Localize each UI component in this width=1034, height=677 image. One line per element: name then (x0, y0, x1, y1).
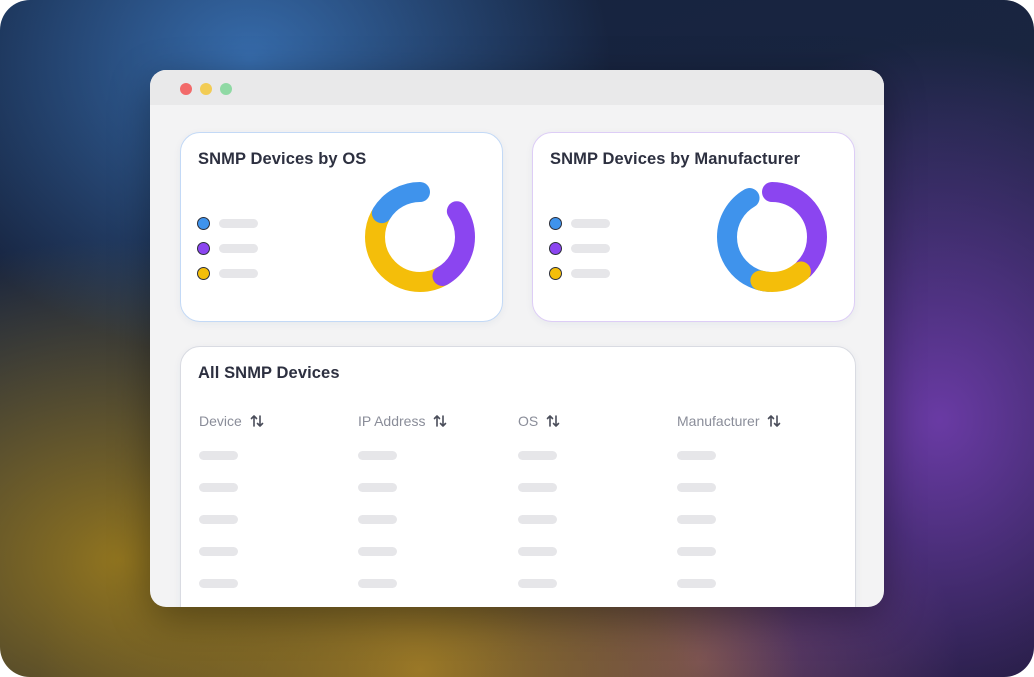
table-cell-placeholder (677, 515, 716, 524)
column-header-manufacturer[interactable]: Manufacturer (677, 413, 781, 429)
table-cell-placeholder (358, 451, 397, 460)
devices-table-card: All SNMP Devices Device IP Address OS Ma… (180, 346, 856, 607)
minimize-window-button[interactable] (200, 83, 212, 95)
legend-label-placeholder (219, 219, 258, 228)
maximize-window-button[interactable] (220, 83, 232, 95)
table-cell-placeholder (199, 483, 238, 492)
table-cell-placeholder (518, 515, 557, 524)
table-cell-placeholder (677, 483, 716, 492)
table-cell-placeholder (358, 483, 397, 492)
window-titlebar (150, 70, 884, 105)
table-row[interactable] (181, 579, 855, 588)
close-window-button[interactable] (180, 83, 192, 95)
column-header-label: Device (199, 413, 242, 429)
sort-arrows-icon[interactable] (546, 414, 560, 428)
table-cell-placeholder (518, 451, 557, 460)
os-chart-card: SNMP Devices by OS (180, 132, 503, 322)
table-cell-placeholder (518, 483, 557, 492)
table-cell-placeholder (358, 547, 397, 556)
manufacturer-donut-segment-purple (717, 182, 827, 292)
table-cell-placeholder (518, 547, 557, 556)
table-row[interactable] (181, 515, 855, 524)
table-cell-placeholder (677, 579, 716, 588)
table-cell-placeholder (199, 515, 238, 524)
yellow-legend-dot-icon (549, 267, 562, 280)
column-header-os[interactable]: OS (518, 413, 560, 429)
legend-label-placeholder (571, 269, 610, 278)
table-cell-placeholder (677, 451, 716, 460)
purple-legend-dot-icon (549, 242, 562, 255)
os-donut-chart (365, 182, 475, 292)
table-row[interactable] (181, 451, 855, 460)
legend-label-placeholder (571, 219, 610, 228)
sort-arrows-icon[interactable] (767, 414, 781, 428)
table-cell-placeholder (199, 451, 238, 460)
table-row[interactable] (181, 547, 855, 556)
table-cell-placeholder (677, 547, 716, 556)
manufacturer-card-title: SNMP Devices by Manufacturer (550, 150, 801, 168)
column-header-label: IP Address (358, 413, 426, 429)
column-header-label: OS (518, 413, 539, 429)
legend-label-placeholder (219, 244, 258, 253)
os-card-title: SNMP Devices by OS (198, 150, 367, 168)
legend-label-placeholder (571, 244, 610, 253)
yellow-legend-dot-icon (197, 267, 210, 280)
manufacturer-donut-segment-yellow (717, 182, 827, 292)
blue-legend-dot-icon (549, 217, 562, 230)
purple-legend-dot-icon (197, 242, 210, 255)
sort-arrows-icon[interactable] (433, 414, 447, 428)
app-window: SNMP Devices by OS SNMP Devices by Manuf… (150, 70, 884, 607)
table-cell-placeholder (199, 547, 238, 556)
manufacturer-chart-card: SNMP Devices by Manufacturer (532, 132, 855, 322)
table-row[interactable] (181, 483, 855, 492)
table-cell-placeholder (358, 579, 397, 588)
column-header-label: Manufacturer (677, 413, 760, 429)
column-header-device[interactable]: Device (199, 413, 264, 429)
column-header-ip-address[interactable]: IP Address (358, 413, 447, 429)
sort-arrows-icon[interactable] (250, 414, 264, 428)
os-donut-segment-yellow (365, 182, 475, 292)
os-donut-segment-blue (365, 182, 475, 292)
table-cell-placeholder (358, 515, 397, 524)
blue-legend-dot-icon (197, 217, 210, 230)
legend-label-placeholder (219, 269, 258, 278)
os-donut-segment-purple (365, 182, 475, 292)
table-title: All SNMP Devices (198, 364, 340, 382)
table-cell-placeholder (518, 579, 557, 588)
manufacturer-donut-chart (717, 182, 827, 292)
table-cell-placeholder (199, 579, 238, 588)
